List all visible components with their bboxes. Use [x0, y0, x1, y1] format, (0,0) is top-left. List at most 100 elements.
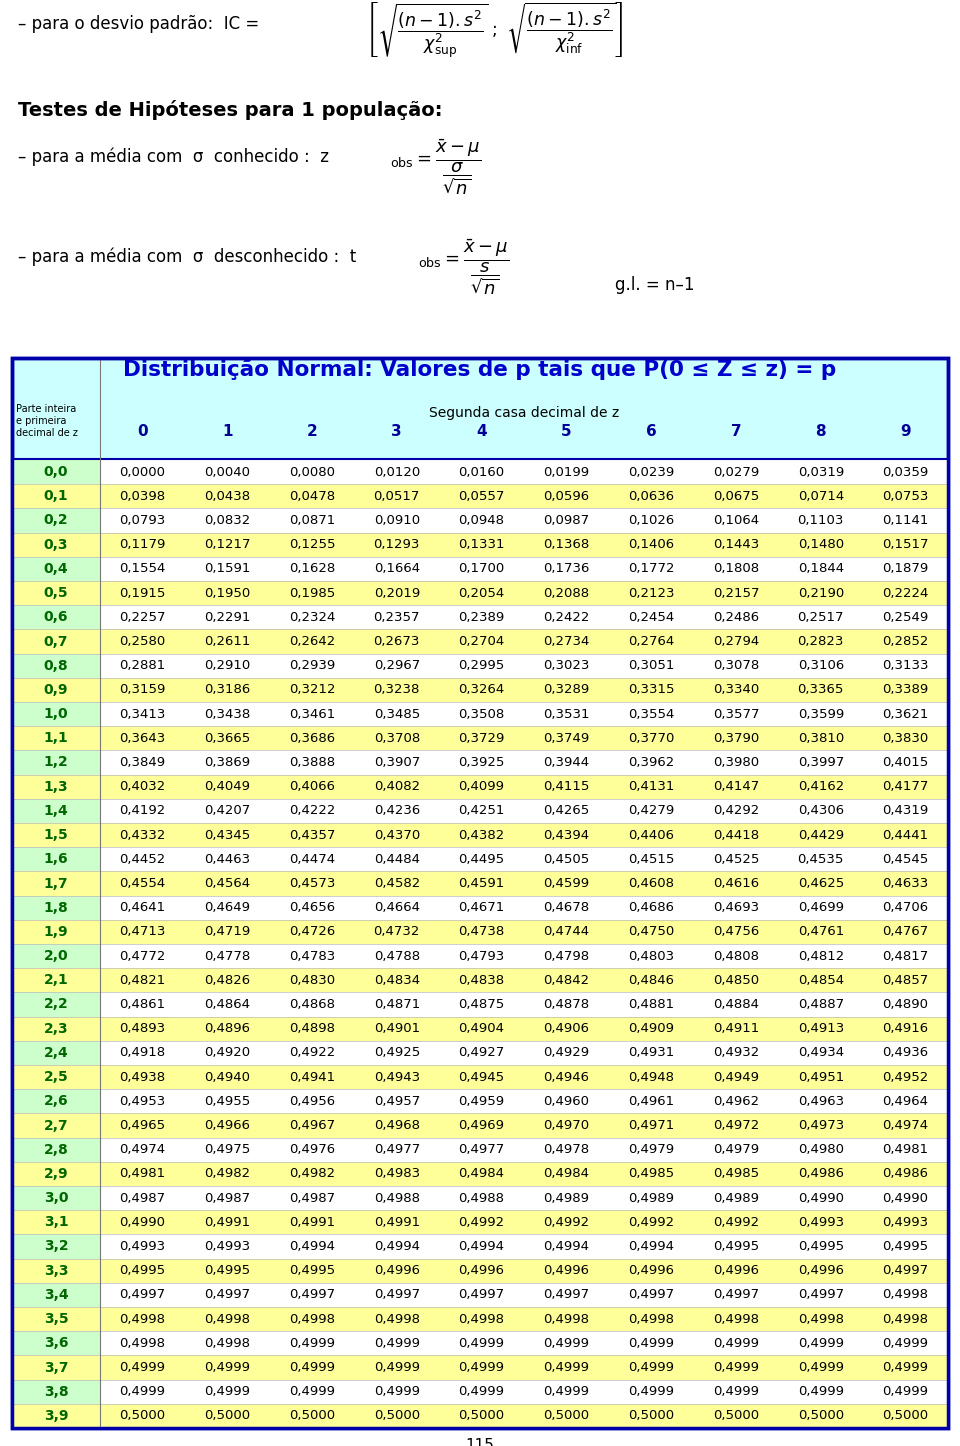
Bar — [12, 701, 100, 726]
Text: 0,4969: 0,4969 — [459, 1119, 505, 1132]
Text: 0,2291: 0,2291 — [204, 610, 251, 623]
Text: 0,3869: 0,3869 — [204, 756, 251, 769]
Text: 0,3315: 0,3315 — [628, 684, 675, 697]
Text: 0,4394: 0,4394 — [543, 829, 589, 842]
Text: 0,1879: 0,1879 — [882, 562, 928, 576]
Text: 0,1: 0,1 — [44, 489, 68, 503]
Text: 0,1443: 0,1443 — [713, 538, 759, 551]
Text: 0,4991: 0,4991 — [289, 1216, 335, 1229]
Bar — [100, 1379, 948, 1404]
Text: 0,4664: 0,4664 — [373, 901, 420, 914]
Bar — [100, 1235, 948, 1258]
Text: 0,4783: 0,4783 — [289, 950, 335, 963]
Text: 0,3810: 0,3810 — [798, 732, 844, 745]
Text: 0,0517: 0,0517 — [373, 490, 420, 503]
Text: 0,4319: 0,4319 — [882, 804, 928, 817]
Text: 0,4940: 0,4940 — [204, 1070, 251, 1083]
Text: 0,4406: 0,4406 — [628, 829, 674, 842]
Text: 0,4998: 0,4998 — [713, 1313, 759, 1326]
Text: 0,4994: 0,4994 — [543, 1241, 589, 1254]
Text: 0,4706: 0,4706 — [882, 901, 928, 914]
Text: 0,2580: 0,2580 — [119, 635, 165, 648]
Text: 0,1808: 0,1808 — [713, 562, 759, 576]
Bar — [100, 920, 948, 944]
Text: 6: 6 — [646, 425, 657, 440]
Text: 0,5000: 0,5000 — [373, 1410, 420, 1423]
Text: $_{\rm obs} = \dfrac{\bar{x} - \mu}{\dfrac{\sigma}{\sqrt{n}}}$: $_{\rm obs} = \dfrac{\bar{x} - \mu}{\dfr… — [390, 137, 481, 197]
Bar — [12, 1017, 100, 1041]
Text: 3: 3 — [392, 425, 402, 440]
Text: 0,4982: 0,4982 — [204, 1167, 251, 1180]
Text: 0,1331: 0,1331 — [458, 538, 505, 551]
Bar — [12, 1404, 100, 1429]
Bar — [100, 1258, 948, 1283]
Text: 0,2190: 0,2190 — [798, 587, 844, 600]
Text: 0,4633: 0,4633 — [882, 878, 928, 889]
Text: 0,4793: 0,4793 — [459, 950, 505, 963]
Text: 0,4279: 0,4279 — [628, 804, 674, 817]
Bar — [12, 798, 100, 823]
Text: 0,2704: 0,2704 — [459, 635, 505, 648]
Text: 0,4992: 0,4992 — [543, 1216, 589, 1229]
Text: – para a média com  σ  conhecido :  z: – para a média com σ conhecido : z — [18, 147, 329, 166]
Text: 0,4993: 0,4993 — [882, 1216, 928, 1229]
Text: 0,1255: 0,1255 — [289, 538, 335, 551]
Bar — [12, 992, 100, 1017]
Text: 0,4997: 0,4997 — [204, 1288, 251, 1301]
Text: 0,4993: 0,4993 — [798, 1216, 844, 1229]
Text: 0,4999: 0,4999 — [628, 1336, 674, 1349]
Text: 0,4913: 0,4913 — [798, 1022, 844, 1035]
Text: 0,4989: 0,4989 — [713, 1192, 759, 1205]
Bar — [100, 1066, 948, 1089]
Text: 0,4987: 0,4987 — [289, 1192, 335, 1205]
Text: 0,4999: 0,4999 — [628, 1385, 674, 1398]
Text: 0,1026: 0,1026 — [628, 513, 674, 526]
Text: 0,4878: 0,4878 — [543, 998, 589, 1011]
Text: 0,4916: 0,4916 — [882, 1022, 928, 1035]
Text: 0,4999: 0,4999 — [289, 1336, 335, 1349]
Text: 1,2: 1,2 — [43, 755, 68, 769]
Text: 0,4875: 0,4875 — [459, 998, 505, 1011]
Text: 0,4015: 0,4015 — [882, 756, 928, 769]
Text: 0,5000: 0,5000 — [119, 1410, 165, 1423]
Text: 0,4994: 0,4994 — [628, 1241, 674, 1254]
Text: 0,4505: 0,4505 — [543, 853, 589, 866]
Text: 1,4: 1,4 — [43, 804, 68, 818]
Bar — [12, 1113, 100, 1138]
Text: 0,2324: 0,2324 — [289, 610, 335, 623]
Bar — [100, 1138, 948, 1161]
Bar — [100, 606, 948, 629]
Text: 0,5000: 0,5000 — [628, 1410, 674, 1423]
Text: 0,1591: 0,1591 — [204, 562, 251, 576]
Text: 0,1628: 0,1628 — [289, 562, 335, 576]
Text: 0,4953: 0,4953 — [119, 1095, 165, 1108]
Text: 0,4989: 0,4989 — [543, 1192, 589, 1205]
Text: 0,4911: 0,4911 — [713, 1022, 759, 1035]
Text: 0,4999: 0,4999 — [882, 1361, 928, 1374]
Text: 0,4931: 0,4931 — [628, 1047, 674, 1060]
Text: 0,3264: 0,3264 — [459, 684, 505, 697]
Text: 0,3340: 0,3340 — [713, 684, 759, 697]
Text: 0,3133: 0,3133 — [882, 659, 929, 672]
Text: 2,5: 2,5 — [43, 1070, 68, 1084]
Text: 0,3106: 0,3106 — [798, 659, 844, 672]
Bar — [12, 460, 100, 484]
Text: – para o desvio padrão:  IC =: – para o desvio padrão: IC = — [18, 14, 259, 33]
Bar — [100, 654, 948, 678]
Text: 0,2019: 0,2019 — [373, 587, 420, 600]
Text: 0,3212: 0,3212 — [289, 684, 335, 697]
Text: 0,0398: 0,0398 — [119, 490, 165, 503]
Text: 0,4990: 0,4990 — [798, 1192, 844, 1205]
Text: 0,3289: 0,3289 — [543, 684, 589, 697]
Text: 0,2389: 0,2389 — [459, 610, 505, 623]
Text: 0,3962: 0,3962 — [628, 756, 674, 769]
Text: 0,4989: 0,4989 — [628, 1192, 674, 1205]
Text: 0,4977: 0,4977 — [459, 1144, 505, 1157]
Text: 0,3830: 0,3830 — [882, 732, 928, 745]
Text: 0,4495: 0,4495 — [459, 853, 505, 866]
Text: 0,4927: 0,4927 — [459, 1047, 505, 1060]
Text: 0,2673: 0,2673 — [373, 635, 420, 648]
Bar — [100, 798, 948, 823]
Text: 0,4: 0,4 — [44, 562, 68, 576]
Bar — [12, 823, 100, 847]
